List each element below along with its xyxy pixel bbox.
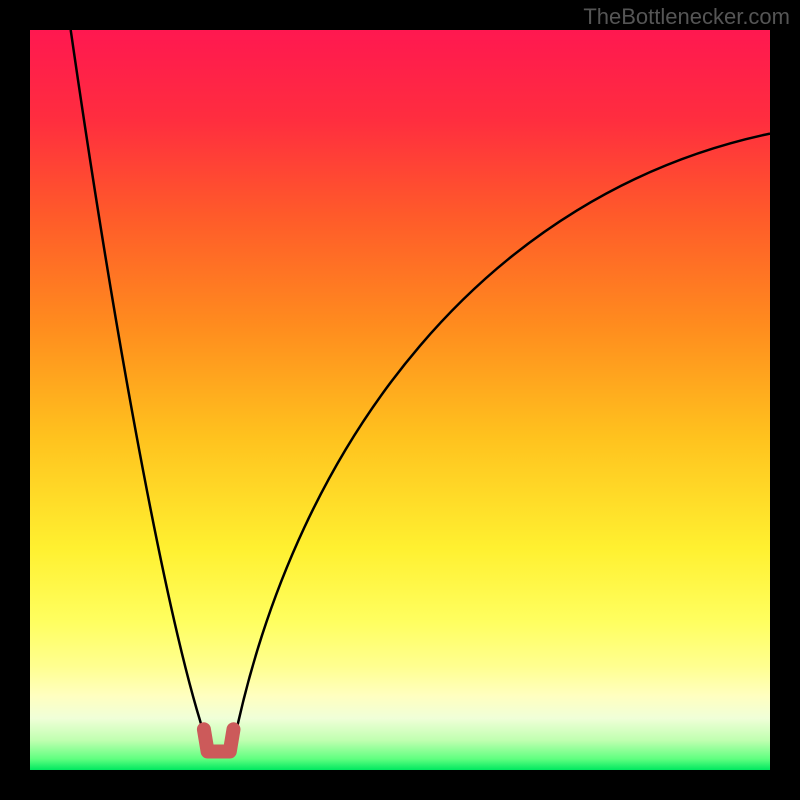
curves-overlay <box>0 0 800 800</box>
right-curve <box>234 134 771 745</box>
watermark-text: TheBottlenecker.com <box>583 4 790 30</box>
chart-container: TheBottlenecker.com <box>0 0 800 800</box>
minimum-marker <box>204 729 234 751</box>
left-curve <box>71 30 208 744</box>
